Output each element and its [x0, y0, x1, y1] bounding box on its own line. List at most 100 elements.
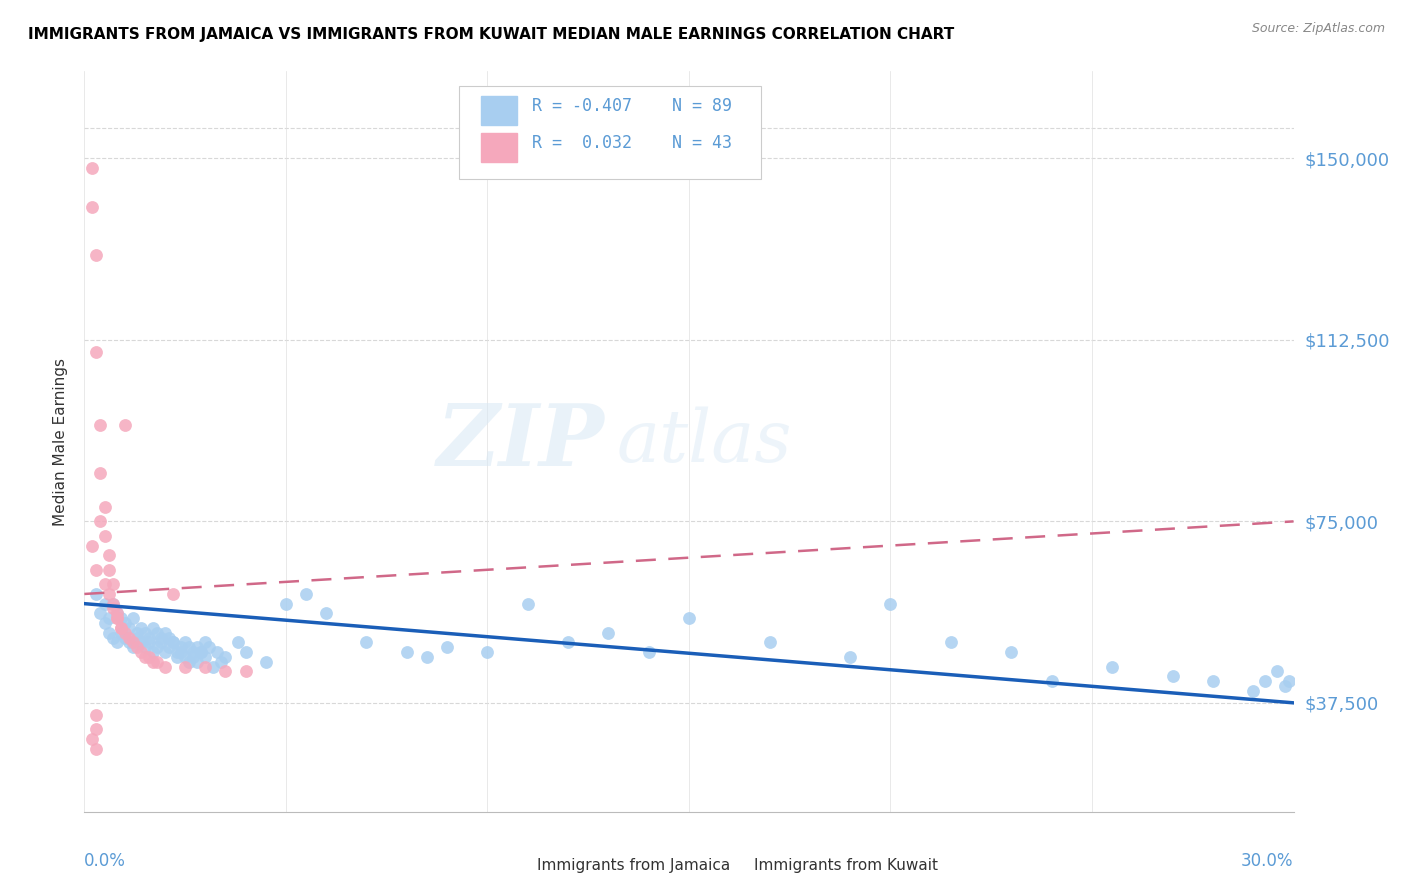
Point: [1202, 674, 1225, 689]
Point: [101, 597, 124, 611]
Point: [198, 640, 221, 655]
Point: [93, 615, 115, 630]
Point: [121, 635, 143, 649]
Point: [166, 645, 188, 659]
Point: [93, 577, 115, 591]
Point: [134, 625, 156, 640]
Point: [101, 577, 124, 591]
Point: [157, 640, 180, 655]
Point: [254, 655, 277, 669]
Text: IMMIGRANTS FROM JAMAICA VS IMMIGRANTS FROM KUWAIT MEDIAN MALE EARNINGS CORRELATI: IMMIGRANTS FROM JAMAICA VS IMMIGRANTS FR…: [28, 27, 955, 42]
Point: [162, 635, 184, 649]
Point: [190, 645, 212, 659]
Point: [89, 466, 111, 480]
Point: [101, 631, 124, 645]
Point: [146, 640, 169, 655]
Point: [416, 649, 439, 664]
Text: 0.0%: 0.0%: [84, 853, 127, 871]
Point: [82, 539, 104, 553]
Point: [142, 655, 165, 669]
Point: [146, 655, 169, 669]
Point: [86, 723, 108, 737]
Point: [105, 611, 128, 625]
Point: [153, 659, 176, 673]
Point: [190, 645, 212, 659]
Point: [129, 635, 152, 649]
Point: [179, 655, 201, 669]
Point: [162, 587, 184, 601]
Point: [157, 631, 180, 645]
Point: [121, 611, 143, 625]
Text: R = -0.407    N = 89: R = -0.407 N = 89: [531, 97, 731, 115]
Point: [678, 611, 700, 625]
Point: [86, 587, 108, 601]
Text: atlas: atlas: [616, 406, 792, 477]
Point: [142, 645, 165, 659]
Point: [146, 625, 169, 640]
Point: [105, 611, 128, 625]
Point: [93, 529, 115, 543]
Point: [138, 649, 160, 664]
Point: [82, 200, 104, 214]
Point: [114, 615, 136, 630]
Point: [101, 601, 124, 615]
Point: [86, 563, 108, 577]
Point: [194, 635, 217, 649]
Point: [129, 621, 152, 635]
Point: [170, 640, 193, 655]
Point: [114, 625, 136, 640]
Point: [295, 587, 318, 601]
Point: [149, 635, 172, 649]
Point: [186, 655, 208, 669]
Point: [181, 649, 204, 664]
Point: [162, 635, 184, 649]
Point: [105, 607, 128, 621]
Text: Immigrants from Jamaica: Immigrants from Jamaica: [537, 858, 730, 872]
Point: [125, 640, 148, 655]
Point: [93, 500, 115, 514]
Point: [1101, 659, 1123, 673]
Point: [758, 635, 780, 649]
Point: [86, 708, 108, 723]
FancyBboxPatch shape: [460, 87, 762, 178]
Point: [125, 631, 148, 645]
Point: [110, 621, 132, 635]
Point: [97, 563, 120, 577]
Point: [1161, 669, 1184, 683]
Point: [637, 645, 659, 659]
Point: [477, 645, 499, 659]
Point: [114, 631, 136, 645]
Bar: [481, 95, 517, 126]
Point: [138, 631, 160, 645]
Point: [174, 649, 197, 664]
Point: [1274, 679, 1296, 693]
Point: [194, 649, 217, 664]
Point: [356, 635, 378, 649]
Point: [1241, 683, 1264, 698]
Point: [134, 649, 156, 664]
Point: [1000, 645, 1022, 659]
Text: Immigrants from Kuwait: Immigrants from Kuwait: [754, 858, 938, 872]
Text: R =  0.032    N = 43: R = 0.032 N = 43: [531, 134, 731, 153]
Point: [235, 665, 257, 679]
Text: Source: ZipAtlas.com: Source: ZipAtlas.com: [1251, 22, 1385, 36]
Point: [110, 611, 132, 625]
Point: [125, 625, 148, 640]
Point: [516, 597, 538, 611]
Point: [110, 625, 132, 640]
Point: [174, 659, 197, 673]
Bar: [499, 863, 530, 888]
Point: [557, 635, 579, 649]
Bar: [714, 863, 745, 888]
Point: [186, 640, 208, 655]
Text: 30.0%: 30.0%: [1241, 853, 1294, 871]
Point: [82, 161, 104, 175]
Point: [101, 597, 124, 611]
Point: [166, 649, 188, 664]
Point: [226, 635, 249, 649]
Point: [121, 640, 143, 655]
Point: [839, 649, 862, 664]
Point: [114, 417, 136, 432]
Point: [395, 645, 418, 659]
Point: [1040, 674, 1063, 689]
